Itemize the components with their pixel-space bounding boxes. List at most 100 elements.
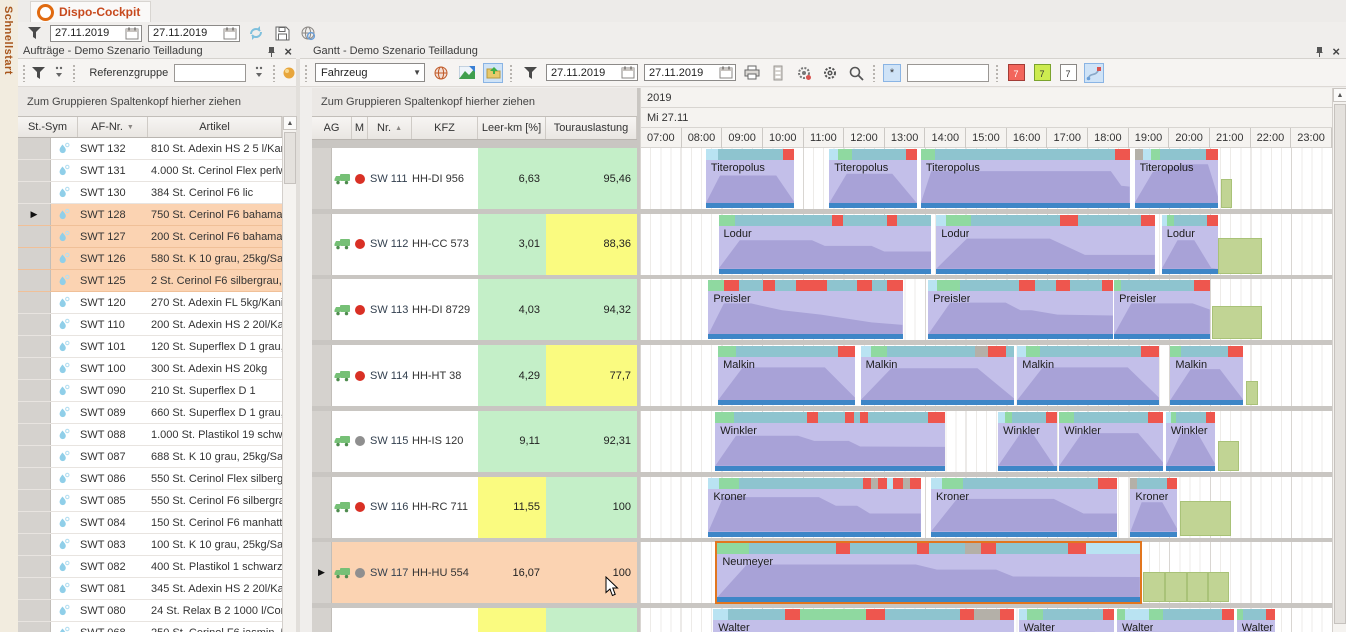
calendar-green-icon[interactable]: 7: [1032, 63, 1052, 83]
scrollbar-thumb[interactable]: [284, 132, 296, 184]
gear-refresh-icon[interactable]: [794, 63, 814, 83]
filter-icon[interactable]: [24, 23, 44, 43]
order-row[interactable]: SWT 131 4.000 St. Cerinol Flex perlwe: [18, 160, 282, 182]
calendar-icon[interactable]: [719, 66, 733, 79]
vehicle-group-hint[interactable]: Zum Gruppieren Spaltenkopf hierher ziehe…: [312, 88, 637, 116]
sort-options-icon[interactable]: [252, 63, 266, 83]
close-icon[interactable]: ×: [284, 44, 292, 59]
order-row-gutter[interactable]: [18, 446, 51, 467]
timeline-hour-cell[interactable]: 20:00: [1169, 127, 1210, 148]
vehicle-row[interactable]: SW 114 HH-HT 38 4,29 77,7: [312, 345, 637, 407]
free-capacity-block[interactable]: [1221, 179, 1233, 208]
order-row-gutter[interactable]: [18, 358, 51, 379]
scroll-up-icon[interactable]: ▲: [283, 116, 297, 130]
gantt-row[interactable]: Walter Walter Walter Walter: [640, 607, 1332, 632]
tour-bar[interactable]: Malkin: [718, 346, 855, 406]
order-row[interactable]: SWT 082 400 St. Plastikol 1 schwarz,: [18, 556, 282, 578]
free-capacity-block[interactable]: [1180, 500, 1231, 537]
order-row-gutter[interactable]: [18, 534, 51, 555]
orders-panel-header[interactable]: Aufträge - Demo Szenario Teilladung ×: [18, 44, 296, 59]
gantt-row[interactable]: Preisler Preisler Preisler: [640, 279, 1332, 341]
tour-bar[interactable]: Titeropolus: [1134, 149, 1218, 208]
vehicle-row-gutter[interactable]: [312, 476, 332, 538]
order-row-gutter[interactable]: [18, 160, 51, 181]
orders-column-header-artikel[interactable]: Artikel: [148, 117, 282, 137]
vehicle-row-gutter[interactable]: [312, 345, 332, 407]
order-row-gutter[interactable]: [18, 380, 51, 401]
drag-handle[interactable]: [71, 63, 76, 82]
free-capacity-block[interactable]: [1186, 572, 1209, 603]
tour-bar[interactable]: Kroner: [931, 477, 1117, 537]
vehicle-row-gutter[interactable]: ▶: [312, 542, 332, 604]
vehicle-column-header-nr[interactable]: Nr. ▲: [368, 117, 412, 139]
order-row-gutter[interactable]: [18, 138, 51, 159]
order-row-gutter[interactable]: [18, 556, 51, 577]
gantt-search-input[interactable]: [907, 63, 989, 82]
order-row[interactable]: SWT 101 120 St. Superflex D 1 grau, 2: [18, 336, 282, 358]
orders-scrollbar[interactable]: ▲: [282, 116, 297, 632]
date-from-field[interactable]: 27.11.2019: [50, 24, 142, 42]
gantt-row[interactable]: Neumeyer: [640, 541, 1332, 605]
reference-group-input[interactable]: [174, 63, 247, 82]
vehicle-row-gutter[interactable]: [312, 410, 332, 472]
tour-bar[interactable]: Lodur: [1161, 214, 1218, 274]
vehicle-row-gutter[interactable]: [312, 607, 332, 632]
free-capacity-block[interactable]: [1245, 380, 1258, 406]
free-capacity-block[interactable]: [1165, 572, 1187, 603]
globe-icon[interactable]: [298, 23, 318, 43]
timeline-day-band[interactable]: Mi 27.11: [640, 108, 1332, 128]
calendar-icon[interactable]: [223, 27, 237, 40]
vehicle-row[interactable]: SW 115 HH-IS 120 9,11 92,31: [312, 410, 637, 472]
gear-icon[interactable]: [820, 63, 840, 83]
order-row[interactable]: SWT 089 660 St. Superflex D 1 grau, 2: [18, 402, 282, 424]
calendar-plain-icon[interactable]: 7: [1058, 63, 1078, 83]
order-row-gutter[interactable]: [18, 270, 51, 291]
tour-bar[interactable]: Winkler: [998, 411, 1058, 471]
free-capacity-block[interactable]: [1208, 572, 1229, 603]
timeline-hour-cell[interactable]: 17:00: [1047, 127, 1089, 148]
dispatch-folder-icon[interactable]: [483, 62, 503, 83]
date-to-field[interactable]: 27.11.2019: [148, 24, 240, 42]
order-row[interactable]: ▶ SWT 128 750 St. Cerinol F6 bahamab: [18, 204, 282, 226]
tour-bar[interactable]: Winkler: [1059, 411, 1163, 471]
tour-bar[interactable]: Lodur: [936, 214, 1155, 274]
free-capacity-block[interactable]: [1217, 440, 1240, 471]
tour-bar[interactable]: Winkler: [715, 411, 946, 471]
vehicle-row[interactable]: SW 116 HH-RC 711 11,55 100: [312, 476, 637, 538]
order-row[interactable]: SWT 083 100 St. K 10 grau, 25kg/Sack: [18, 534, 282, 556]
order-row[interactable]: SWT 081 345 St. Adexin HS 2 20l/Kani: [18, 578, 282, 600]
tour-bar[interactable]: Preisler: [1114, 280, 1210, 340]
save-icon[interactable]: [272, 23, 292, 43]
scroll-up-icon[interactable]: ▲: [1333, 88, 1346, 102]
timeline-hour-cell[interactable]: 22:00: [1251, 127, 1292, 148]
orders-group-hint[interactable]: Zum Gruppieren Spaltenkopf hierher ziehe…: [18, 87, 296, 116]
order-row-gutter[interactable]: [18, 248, 51, 269]
vehicle-row[interactable]: ▶ SW 117 HH-HU 554 16,07 100: [312, 542, 637, 604]
timeline-hour-cell[interactable]: 23:00: [1291, 127, 1332, 148]
order-row[interactable]: SWT 130 384 St. Cerinol F6 lic: [18, 182, 282, 204]
wildcard-button[interactable]: *: [883, 63, 901, 82]
vehicle-row[interactable]: [312, 607, 637, 632]
order-row-gutter[interactable]: [18, 622, 51, 632]
vehicle-column-header-m[interactable]: M: [352, 117, 368, 139]
tour-bar[interactable]: Titeropolus: [829, 149, 917, 208]
tour-bar[interactable]: Titeropolus: [920, 149, 1130, 208]
calendar-red-icon[interactable]: 7: [1006, 63, 1026, 83]
gantt-row[interactable]: Winkler Winkler Winkler Winkler: [640, 410, 1332, 472]
order-row[interactable]: SWT 086 550 St. Cerinol Flex silbergra: [18, 468, 282, 490]
tour-bar[interactable]: Malkin: [1017, 346, 1159, 406]
route-icon[interactable]: [1084, 62, 1104, 83]
vehicle-row[interactable]: SW 111 HH-DI 956 6,63 95,46: [312, 148, 637, 209]
gantt-row[interactable]: Lodur Lodur Lodur: [640, 213, 1332, 275]
vehicle-row[interactable]: SW 112 HH-CC 573 3,01 88,36: [312, 213, 637, 275]
gantt-date-to-field[interactable]: 27.11.2019: [644, 64, 736, 81]
vehicle-row[interactable]: SW 113 HH-DI 8729 4,03 94,32: [312, 279, 637, 341]
pin-icon[interactable]: [1315, 46, 1324, 58]
order-row-gutter[interactable]: [18, 468, 51, 489]
timeline-hour-cell[interactable]: 14:00: [925, 127, 967, 148]
order-row-gutter[interactable]: [18, 578, 51, 599]
chart-icon[interactable]: [457, 63, 477, 83]
order-row[interactable]: SWT 090 210 St. Superflex D 1: [18, 380, 282, 402]
order-row-gutter[interactable]: [18, 226, 51, 247]
timeline-hour-cell[interactable]: 08:00: [682, 127, 723, 148]
